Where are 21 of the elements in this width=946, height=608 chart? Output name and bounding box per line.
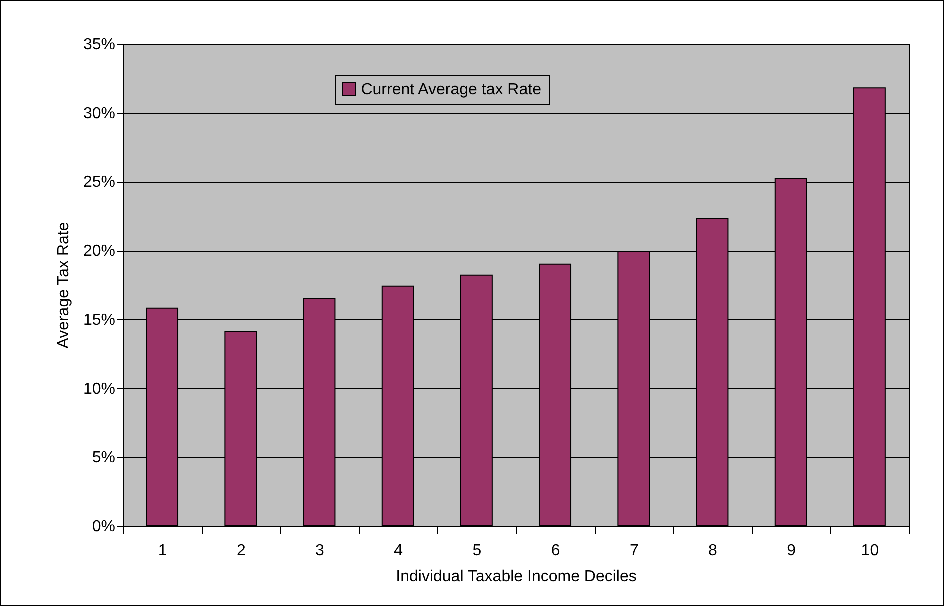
y-tick-label: 0%	[92, 518, 116, 536]
x-tick-label: 7	[630, 542, 639, 560]
legend-label: Current Average tax Rate	[361, 81, 542, 98]
x-tick-label: 9	[787, 542, 796, 560]
x-axis-title: Individual Taxable Income Deciles	[396, 568, 637, 586]
y-tick-label: 5%	[92, 450, 116, 467]
x-tick-label: 1	[158, 542, 168, 560]
x-tick-label: 3	[316, 542, 325, 560]
y-tick-label: 20%	[83, 243, 116, 260]
y-tick-label: 15%	[83, 312, 116, 329]
y-tick-label: 35%	[83, 36, 116, 54]
x-tick-label: 5	[472, 542, 482, 560]
x-tick-label: 6	[551, 542, 560, 560]
y-axis-title: Average Tax Rate	[55, 222, 72, 349]
x-tick-label: 2	[236, 542, 246, 560]
x-tick-label: 10	[861, 542, 880, 560]
y-tick-label: 30%	[83, 105, 116, 122]
y-tick-label: 25%	[83, 174, 116, 192]
y-tick-label: 10%	[83, 380, 116, 398]
x-tick-label: 8	[708, 542, 718, 560]
x-tick-label: 4	[394, 542, 404, 560]
